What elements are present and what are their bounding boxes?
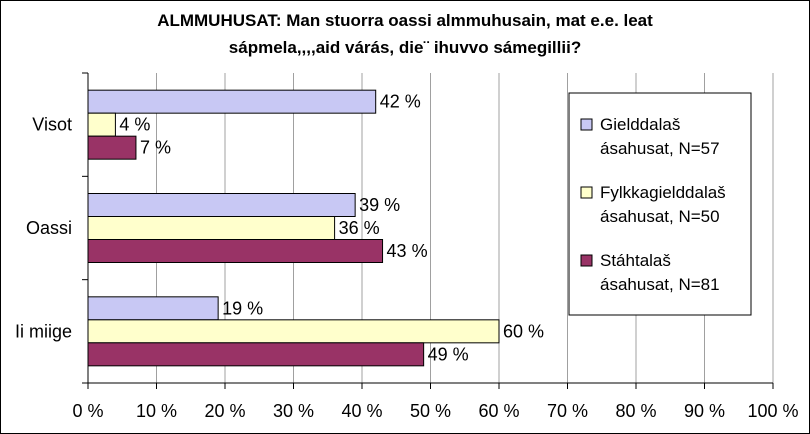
bars bbox=[87, 89, 500, 367]
legend-label: ásahusat, N=57 bbox=[600, 139, 720, 158]
data-label: 39 % bbox=[359, 195, 400, 215]
category-label: Oassi bbox=[26, 218, 72, 238]
data-label: 43 % bbox=[387, 241, 428, 261]
chart-title-line-2: sápmela,,,,aid várás, die¨ ihuvvo sámegi… bbox=[229, 38, 581, 57]
data-label: 60 % bbox=[503, 321, 544, 341]
data-label: 4 % bbox=[119, 115, 150, 135]
data-label: 7 % bbox=[140, 138, 171, 158]
bar bbox=[87, 342, 425, 367]
data-label: 36 % bbox=[339, 218, 380, 238]
legend-label: Stáhtalaš bbox=[600, 251, 671, 270]
chart-title: ALMMUHUSAT: Man stuorra oassi almmuhusai… bbox=[157, 11, 653, 57]
x-tick-label: 0 % bbox=[72, 401, 103, 421]
data-label: 49 % bbox=[428, 344, 469, 364]
legend-label: Fylkkagielddalaš bbox=[600, 183, 726, 202]
x-tick-label: 60 % bbox=[478, 401, 519, 421]
category-label: Visot bbox=[32, 115, 72, 135]
bar bbox=[87, 319, 500, 344]
category-labels: Visot Oassi Ii miige bbox=[15, 115, 72, 342]
x-tick-labels: 0 % 10 % 20 % 30 % 40 % 50 % 60 % 70 % 80 % 90 % 1… bbox=[72, 401, 798, 421]
x-tick-label: 90 % bbox=[684, 401, 725, 421]
bar bbox=[87, 135, 137, 160]
category-label: Ii miige bbox=[15, 321, 72, 341]
bar bbox=[87, 112, 116, 137]
legend-swatch bbox=[580, 118, 593, 131]
bar bbox=[87, 216, 336, 240]
x-tick-label: 80 % bbox=[615, 401, 656, 421]
legend-swatch bbox=[580, 254, 593, 267]
chart-title-line-1: ALMMUHUSAT: Man stuorra oassi almmuhusai… bbox=[157, 11, 653, 30]
x-tick-label: 20 % bbox=[204, 401, 245, 421]
legend-label: ásahusat, N=50 bbox=[600, 207, 720, 226]
legend-swatch bbox=[580, 186, 593, 199]
x-tick-label: 10 % bbox=[136, 401, 177, 421]
legend-box bbox=[568, 92, 752, 316]
x-tick-label: 70 % bbox=[547, 401, 588, 421]
data-labels: 42 % 4 % 7 % 39 % 36 % 43 % 19 % 60 % 49 % bbox=[119, 92, 544, 365]
legend-label: ásahusat, N=81 bbox=[600, 275, 720, 294]
x-tick-label: 30 % bbox=[273, 401, 314, 421]
x-tick-label: 40 % bbox=[341, 401, 382, 421]
legend: Gielddalaš ásahusat, N=57 Fylkkagielddalaš… bbox=[568, 92, 752, 316]
data-label: 42 % bbox=[380, 92, 421, 112]
bar bbox=[87, 89, 377, 114]
bar bbox=[87, 193, 356, 217]
data-label: 19 % bbox=[222, 298, 263, 318]
legend-label: Gielddalaš bbox=[600, 115, 680, 134]
x-tick-label: 100 % bbox=[747, 401, 798, 421]
bar bbox=[87, 296, 219, 321]
x-tick-label: 50 % bbox=[410, 401, 451, 421]
bar bbox=[87, 239, 384, 263]
